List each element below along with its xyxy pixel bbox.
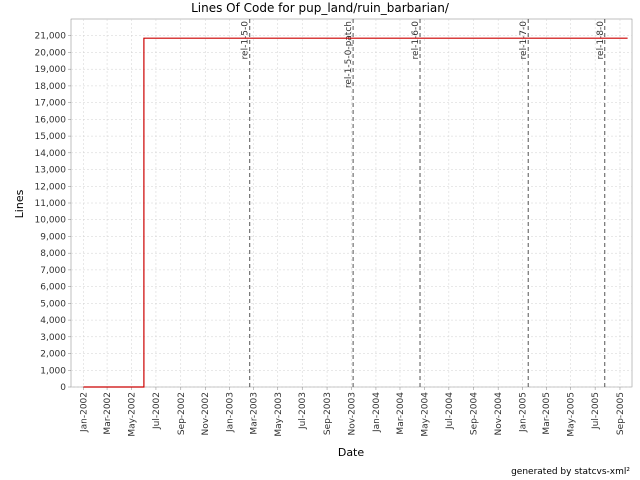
- y-tick-label: 9,000: [40, 232, 66, 242]
- y-tick-label: 19,000: [35, 65, 67, 75]
- y-tick-label: 3,000: [40, 333, 66, 343]
- y-tick-label: 5,000: [40, 299, 66, 309]
- release-marker-label: rel-1-5-0-patch: [344, 21, 354, 88]
- x-tick-label: Sep-2005: [616, 392, 626, 435]
- x-tick-label: Jul-2005: [591, 392, 601, 430]
- y-tick-label: 7,000: [40, 266, 66, 276]
- x-axis: Jan-2002 Mar-2002 May-2002 Jul-2002 Sep-2002…: [79, 387, 626, 437]
- series-layer: [83, 37, 628, 388]
- x-tick-label: Jul-2003: [298, 392, 308, 430]
- footer-credit: generated by statcvs-xml²: [511, 467, 630, 477]
- y-tick-label: 16,000: [35, 115, 67, 125]
- release-marker-label: rel-1-6-0: [411, 21, 421, 60]
- x-tick-label: May-2004: [420, 392, 430, 437]
- y-tick-label: 17,000: [35, 99, 67, 109]
- x-tick-label: Jul-2004: [445, 392, 455, 430]
- y-axis-label: Lines: [13, 189, 26, 218]
- x-tick-label: Jan-2003: [226, 392, 236, 433]
- x-tick-label: May-2005: [567, 392, 577, 437]
- x-tick-label: Sep-2002: [177, 392, 187, 435]
- loc-series-line: [83, 37, 628, 388]
- x-tick-label: Mar-2002: [103, 392, 113, 435]
- y-tick-label: 18,000: [35, 82, 67, 92]
- y-tick-label: 20,000: [35, 48, 67, 58]
- y-tick-label: 0: [60, 383, 66, 393]
- x-tick-label: Nov-2002: [201, 392, 211, 435]
- x-tick-label: Mar-2005: [542, 392, 552, 435]
- x-tick-label: Nov-2003: [348, 392, 358, 435]
- x-tick-label: Nov-2004: [494, 392, 504, 436]
- x-tick-label: May-2002: [128, 392, 138, 437]
- y-tick-label: 4,000: [40, 316, 66, 326]
- grid: [70, 18, 633, 388]
- release-marker-label: rel-1-7-0: [519, 21, 529, 60]
- release-marker-label: rel-1-5-0: [241, 21, 251, 60]
- y-tick-label: 14,000: [35, 149, 67, 159]
- y-tick-label: 12,000: [35, 182, 67, 192]
- x-tick-label: Jan-2004: [372, 392, 382, 433]
- y-tick-label: 6,000: [40, 283, 66, 293]
- y-tick-label: 2,000: [40, 350, 66, 360]
- x-tick-label: Mar-2004: [396, 392, 406, 435]
- y-axis: 0 1,000 2,000 3,000 4,000 5,000 6,000 7,000 8,00…: [35, 32, 71, 393]
- release-marker-label: rel-1-8-0: [596, 21, 606, 60]
- x-tick-label: Jul-2002: [152, 392, 162, 430]
- x-tick-label: Sep-2004: [470, 392, 480, 435]
- x-tick-label: Mar-2003: [249, 392, 259, 435]
- x-tick-label: Sep-2003: [323, 392, 333, 435]
- y-tick-label: 8,000: [40, 249, 66, 259]
- y-tick-label: 10,000: [35, 216, 67, 226]
- y-tick-label: 21,000: [35, 32, 67, 42]
- y-tick-label: 1,000: [40, 366, 66, 376]
- x-tick-label: Jan-2002: [79, 392, 89, 433]
- y-tick-label: 15,000: [35, 132, 67, 142]
- x-tick-label: Jan-2005: [519, 392, 529, 433]
- x-axis-label: Date: [338, 446, 365, 459]
- y-tick-label: 13,000: [35, 166, 67, 176]
- chart-title: Lines Of Code for pup_land/ruin_barbaria…: [191, 1, 450, 15]
- x-tick-label: May-2003: [274, 392, 284, 437]
- release-markers: rel-1-5-0 rel-1-5-0-patch rel-1-6-0 rel-1-7…: [241, 19, 606, 387]
- y-tick-label: 11,000: [35, 199, 67, 209]
